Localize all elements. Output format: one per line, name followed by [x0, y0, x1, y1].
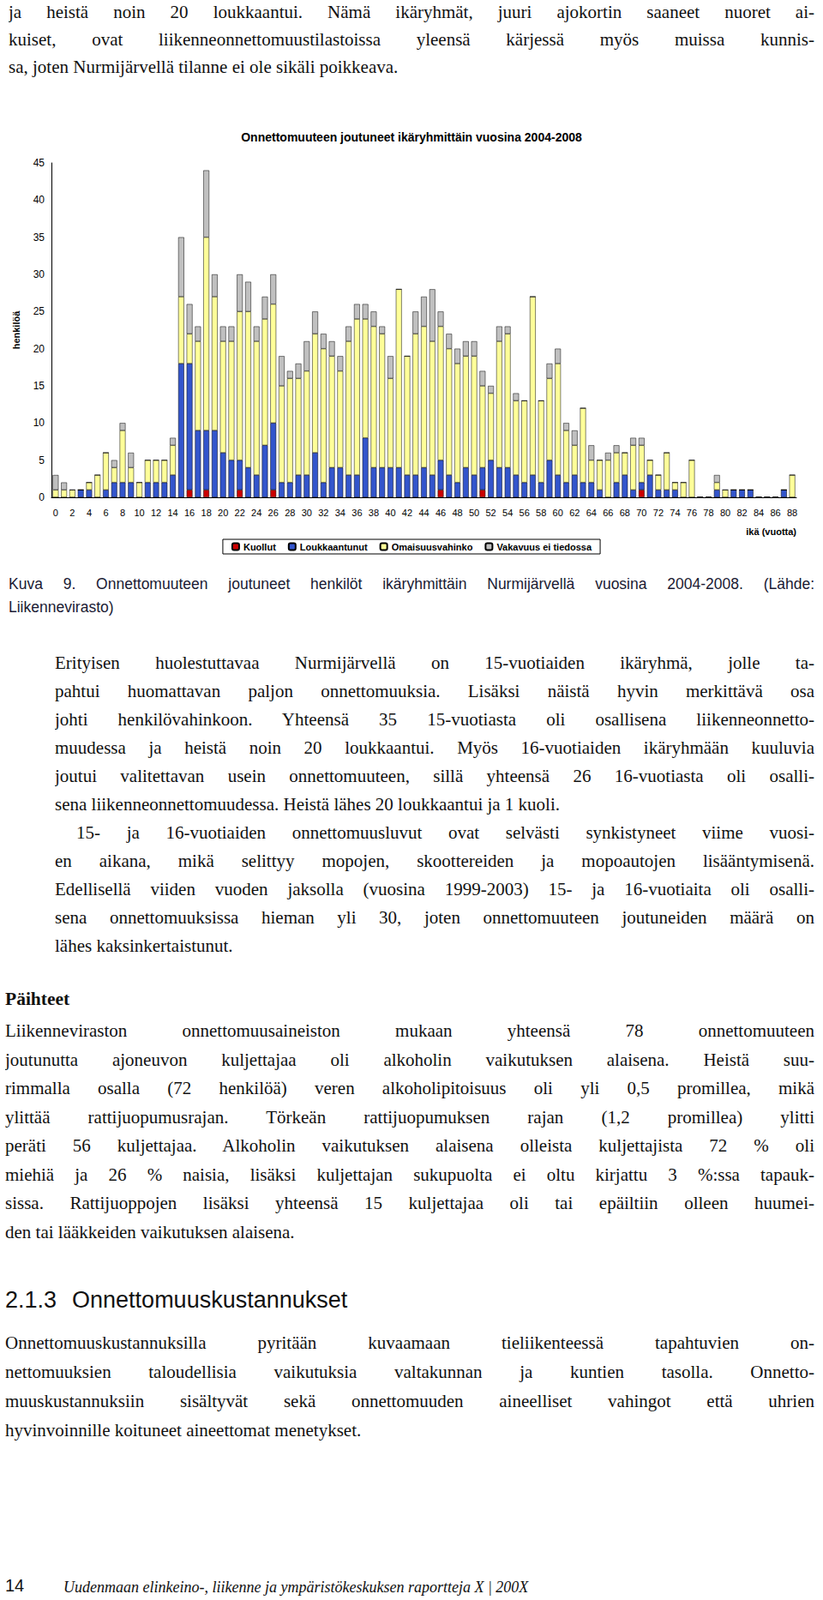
html-text:sissa. Rattijuoppojen lisäksi: sissa. Rattijuoppojen lisäksi yhteensä 1…	[5, 1192, 815, 1214]
html-text:nettomuuksien taloudellisia va: nettomuuksien taloudellisia vaikutuksia …	[5, 1361, 815, 1382]
html-text:kuiset, ovat liikenneonnettomu: kuiset, ovat liikenneonnettomuustilastoi…	[8, 29, 815, 50]
html-text:Erityisen huolestuttavaa Nurmi: Erityisen huolestuttavaa Nurmijärvellä o…	[54, 652, 815, 673]
svg-text:78: 78	[702, 507, 714, 518]
html-text:en aikana, mikä selittyy mopoj: en aikana, mikä selittyy mopojen, skoott…	[54, 850, 815, 872]
html-text:sena liikenneonnettomuudessa.: sena liikenneonnettomuudessa. Heistä läh…	[54, 793, 560, 815]
svg-text:66: 66	[602, 507, 613, 518]
svg-text:50: 50	[468, 507, 480, 518]
svg-text:24: 24	[251, 507, 262, 518]
svg-text:56: 56	[519, 507, 530, 518]
svg-text:30: 30	[33, 268, 46, 281]
svg-text:25: 25	[33, 305, 46, 318]
svg-text:80: 80	[720, 507, 731, 518]
svg-text:68: 68	[619, 507, 631, 518]
html-text:pahtui huomattavan paljon onne: pahtui huomattavan paljon onnettomuuksia…	[54, 680, 815, 702]
svg-text:15: 15	[33, 379, 46, 392]
html-text:Liikennevirasto): Liikennevirasto)	[8, 598, 114, 616]
svg-text:Kuollut: Kuollut	[243, 541, 277, 553]
svg-text:2: 2	[69, 507, 75, 518]
html-text:sa, joten Nurmijärvellä tilann: sa, joten Nurmijärvellä tilanne ei ole s…	[8, 56, 399, 78]
svg-text:54: 54	[502, 507, 513, 518]
svg-text:Onnettomuuteen joutuneet ikäry: Onnettomuuteen joutuneet ikäryhmittäin v…	[240, 130, 583, 145]
svg-text:86: 86	[769, 507, 781, 518]
html-text:Liikenneviraston onnettomuusai: Liikenneviraston onnettomuusaineiston mu…	[5, 1020, 815, 1041]
svg-text:18: 18	[201, 507, 212, 518]
html-text:sena onnettomuuksissa hieman y: sena onnettomuuksissa hieman yli 30, jot…	[54, 907, 815, 928]
svg-text:52: 52	[485, 507, 496, 518]
svg-text:32: 32	[318, 507, 329, 518]
svg-text:12: 12	[150, 507, 162, 518]
svg-text:44: 44	[418, 507, 429, 518]
svg-text:40: 40	[33, 193, 46, 206]
svg-text:34: 34	[335, 507, 346, 518]
svg-text:35: 35	[33, 231, 46, 244]
svg-text:20: 20	[217, 507, 229, 518]
svg-text:46: 46	[435, 507, 446, 518]
svg-text:ikä (vuotta): ikä (vuotta)	[745, 526, 797, 537]
svg-text:45: 45	[33, 156, 46, 169]
svg-text:70: 70	[636, 507, 647, 518]
svg-text:20: 20	[33, 342, 46, 355]
html-text:Onnettomuuskustannukset: Onnettomuuskustannukset	[72, 1286, 348, 1313]
svg-text:82: 82	[736, 507, 747, 518]
svg-text:22: 22	[234, 507, 246, 518]
svg-text:38: 38	[368, 507, 379, 518]
html-text:muudessa ja heistä noin 20 lou: muudessa ja heistä noin 20 loukkaantui. …	[54, 737, 815, 758]
html-text:den tai lääkkeiden vaikutuksen: den tai lääkkeiden vaikutuksen alaisena.	[5, 1221, 295, 1242]
html-text:15- ja 16-vuotiaiden onnettomu: 15- ja 16-vuotiaiden onnettomuusluvut ov…	[76, 822, 815, 843]
html-text:Uudenmaan elinkeino-, liikenne: Uudenmaan elinkeino-, liikenne ja ympäri…	[63, 1578, 529, 1596]
html-text:Edellisellä viiden vuoden jaks: Edellisellä viiden vuoden jaksolla (vuos…	[54, 878, 815, 900]
svg-text:72: 72	[653, 507, 664, 518]
html-text:rimmalla osalla (72 henkilöä): rimmalla osalla (72 henkilöä) veren alko…	[5, 1077, 815, 1099]
html-text:ylittää rattijuopumusrajan. Tö: ylittää rattijuopumusrajan. Törkeän ratt…	[5, 1106, 815, 1127]
html-text:Kuva 9. Onnettomuuteen joutune: Kuva 9. Onnettomuuteen joutuneet henkilö…	[8, 575, 815, 593]
html-text:lähes kaksinkertaistunut.: lähes kaksinkertaistunut.	[54, 935, 233, 956]
html-text:muuskustannuksiin sisältyvät s: muuskustannuksiin sisältyvät sekä onnett…	[5, 1390, 815, 1412]
svg-text:6: 6	[102, 507, 109, 518]
svg-text:58: 58	[535, 507, 547, 518]
svg-text:36: 36	[351, 507, 362, 518]
html-text:Onnettomuuskustannuksilla pyri: Onnettomuuskustannuksilla pyritään kuvaa…	[5, 1332, 815, 1353]
svg-text:26: 26	[268, 507, 279, 518]
html-text:peräti 56 kuljettajaa. Alkohol: peräti 56 kuljettajaa. Alkoholin vaikutu…	[5, 1135, 815, 1156]
svg-text:0: 0	[53, 507, 59, 518]
svg-text:60: 60	[552, 507, 564, 518]
svg-text:84: 84	[753, 507, 764, 518]
svg-text:64: 64	[586, 507, 597, 518]
html-text:ja heistä noin 20 loukkaantui.: ja heistä noin 20 loukkaantui. Nämä ikär…	[8, 1, 815, 23]
svg-text:76: 76	[686, 507, 697, 518]
svg-text:14: 14	[167, 507, 178, 518]
svg-text:Omaisuusvahinko: Omaisuusvahinko	[391, 541, 474, 553]
svg-text:5: 5	[38, 454, 45, 467]
svg-text:28: 28	[284, 507, 295, 518]
html-text:14: 14	[5, 1575, 25, 1595]
svg-text:30: 30	[301, 507, 313, 518]
svg-text:Vakavuus ei tiedossa: Vakavuus ei tiedossa	[496, 541, 593, 553]
html-text:Päihteet: Päihteet	[5, 988, 70, 1010]
svg-text:Loukkaantunut: Loukkaantunut	[300, 541, 368, 553]
html-text:miehiä ja 26 % naisia, lisäksi: miehiä ja 26 % naisia, lisäksi kuljettaj…	[5, 1163, 815, 1185]
html-text:joutunutta ajoneuvon kuljettaj: joutunutta ajoneuvon kuljettajaa oli alk…	[5, 1048, 815, 1070]
svg-text:10: 10	[133, 507, 145, 518]
html-text:joutui valitettavan usein onne: joutui valitettavan usein onnettomuuteen…	[54, 765, 815, 787]
svg-text:10: 10	[33, 416, 46, 429]
html-text:johti henkilövahinkoon. Yhteen: johti henkilövahinkoon. Yhteensä 35 15-v…	[54, 708, 815, 730]
svg-text:62: 62	[569, 507, 580, 518]
svg-text:48: 48	[451, 507, 463, 518]
svg-text:16: 16	[184, 507, 195, 518]
svg-text:0: 0	[38, 491, 45, 504]
svg-text:40: 40	[384, 507, 396, 518]
svg-text:74: 74	[669, 507, 680, 518]
svg-text:4: 4	[86, 507, 92, 518]
html-text:2.1.3: 2.1.3	[5, 1286, 57, 1313]
svg-text:8: 8	[120, 507, 126, 518]
html-text:hyvinvoinnille koituneet ainee: hyvinvoinnille koituneet aineettomat men…	[5, 1419, 362, 1441]
svg-text:42: 42	[402, 507, 413, 518]
svg-text:88: 88	[786, 507, 798, 518]
svg-text:henkilöä: henkilöä	[11, 310, 22, 350]
